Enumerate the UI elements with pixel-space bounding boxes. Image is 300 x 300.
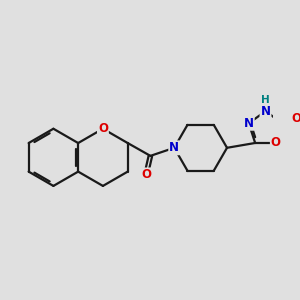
Text: O: O xyxy=(98,122,108,135)
Text: N: N xyxy=(244,117,254,130)
Text: O: O xyxy=(271,136,281,149)
Text: O: O xyxy=(291,112,300,125)
Text: N: N xyxy=(169,141,179,154)
Text: H: H xyxy=(261,95,270,105)
Text: O: O xyxy=(141,168,151,182)
Text: N: N xyxy=(260,105,271,118)
